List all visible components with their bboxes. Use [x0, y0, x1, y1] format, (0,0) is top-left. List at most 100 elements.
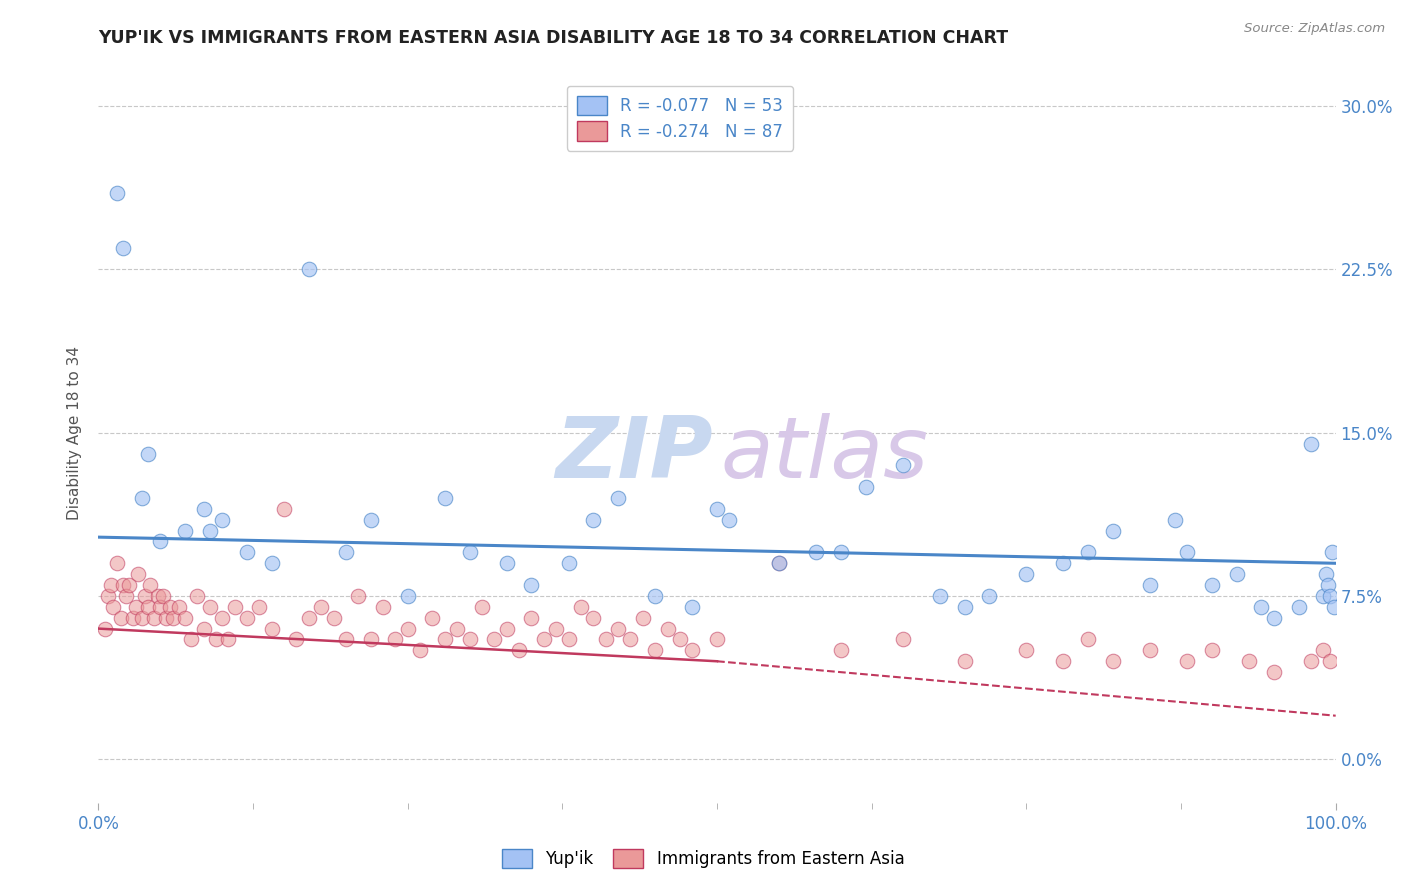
- Point: [162, 611, 184, 625]
- Point: [569, 599, 592, 614]
- Point: [134, 589, 156, 603]
- Point: [139, 578, 162, 592]
- Point: [546, 622, 568, 636]
- Point: [1201, 643, 1223, 657]
- Point: [122, 611, 145, 625]
- Point: [224, 599, 246, 614]
- Point: [1319, 654, 1341, 668]
- Point: [93, 622, 115, 636]
- Point: [260, 556, 283, 570]
- Point: [105, 556, 128, 570]
- Point: [446, 622, 468, 636]
- Y-axis label: Disability Age 18 to 34: Disability Age 18 to 34: [66, 345, 82, 520]
- Point: [1263, 611, 1285, 625]
- Point: [520, 578, 543, 592]
- Point: [1164, 513, 1187, 527]
- Point: [127, 567, 149, 582]
- Point: [953, 654, 976, 668]
- Point: [146, 589, 169, 603]
- Point: [607, 491, 630, 505]
- Point: [193, 622, 215, 636]
- Point: [891, 632, 914, 647]
- Point: [830, 545, 852, 559]
- Point: [211, 513, 233, 527]
- Point: [533, 632, 555, 647]
- Point: [285, 632, 308, 647]
- Point: [298, 611, 321, 625]
- Point: [582, 611, 605, 625]
- Point: [631, 611, 654, 625]
- Point: [495, 622, 517, 636]
- Point: [1015, 643, 1038, 657]
- Point: [273, 501, 295, 516]
- Point: [657, 622, 679, 636]
- Point: [595, 632, 617, 647]
- Point: [557, 632, 579, 647]
- Point: [155, 611, 177, 625]
- Point: [1175, 545, 1198, 559]
- Point: [236, 611, 259, 625]
- Point: [167, 599, 190, 614]
- Text: Source: ZipAtlas.com: Source: ZipAtlas.com: [1244, 22, 1385, 36]
- Point: [112, 240, 135, 255]
- Point: [384, 632, 406, 647]
- Point: [205, 632, 228, 647]
- Point: [112, 578, 135, 592]
- Point: [1317, 578, 1340, 592]
- Point: [396, 589, 419, 603]
- Point: [508, 643, 530, 657]
- Point: [217, 632, 239, 647]
- Point: [1250, 599, 1272, 614]
- Point: [644, 589, 666, 603]
- Point: [1226, 567, 1249, 582]
- Text: atlas: atlas: [721, 413, 929, 496]
- Point: [1077, 545, 1099, 559]
- Point: [360, 513, 382, 527]
- Point: [557, 556, 579, 570]
- Point: [396, 622, 419, 636]
- Point: [1299, 436, 1322, 450]
- Point: [360, 632, 382, 647]
- Point: [718, 513, 741, 527]
- Point: [100, 578, 122, 592]
- Point: [1102, 524, 1125, 538]
- Point: [1299, 654, 1322, 668]
- Point: [335, 632, 357, 647]
- Point: [928, 589, 950, 603]
- Point: [1015, 567, 1038, 582]
- Point: [186, 589, 208, 603]
- Point: [198, 599, 221, 614]
- Text: ZIP: ZIP: [555, 413, 713, 496]
- Point: [159, 599, 181, 614]
- Point: [152, 589, 174, 603]
- Point: [247, 599, 270, 614]
- Point: [131, 611, 153, 625]
- Legend: Yup'ik, Immigrants from Eastern Asia: Yup'ik, Immigrants from Eastern Asia: [495, 842, 911, 875]
- Point: [322, 611, 344, 625]
- Point: [409, 643, 432, 657]
- Point: [1102, 654, 1125, 668]
- Point: [471, 599, 494, 614]
- Point: [458, 632, 481, 647]
- Point: [1139, 578, 1161, 592]
- Point: [458, 545, 481, 559]
- Point: [681, 599, 703, 614]
- Point: [495, 556, 517, 570]
- Point: [1323, 599, 1346, 614]
- Point: [1319, 589, 1341, 603]
- Point: [768, 556, 790, 570]
- Point: [174, 524, 197, 538]
- Point: [335, 545, 357, 559]
- Point: [1139, 643, 1161, 657]
- Point: [1175, 654, 1198, 668]
- Point: [131, 491, 153, 505]
- Point: [1201, 578, 1223, 592]
- Point: [124, 599, 146, 614]
- Point: [149, 534, 172, 549]
- Point: [1263, 665, 1285, 680]
- Point: [1312, 589, 1334, 603]
- Point: [149, 599, 172, 614]
- Point: [1320, 545, 1343, 559]
- Point: [891, 458, 914, 473]
- Point: [1052, 654, 1074, 668]
